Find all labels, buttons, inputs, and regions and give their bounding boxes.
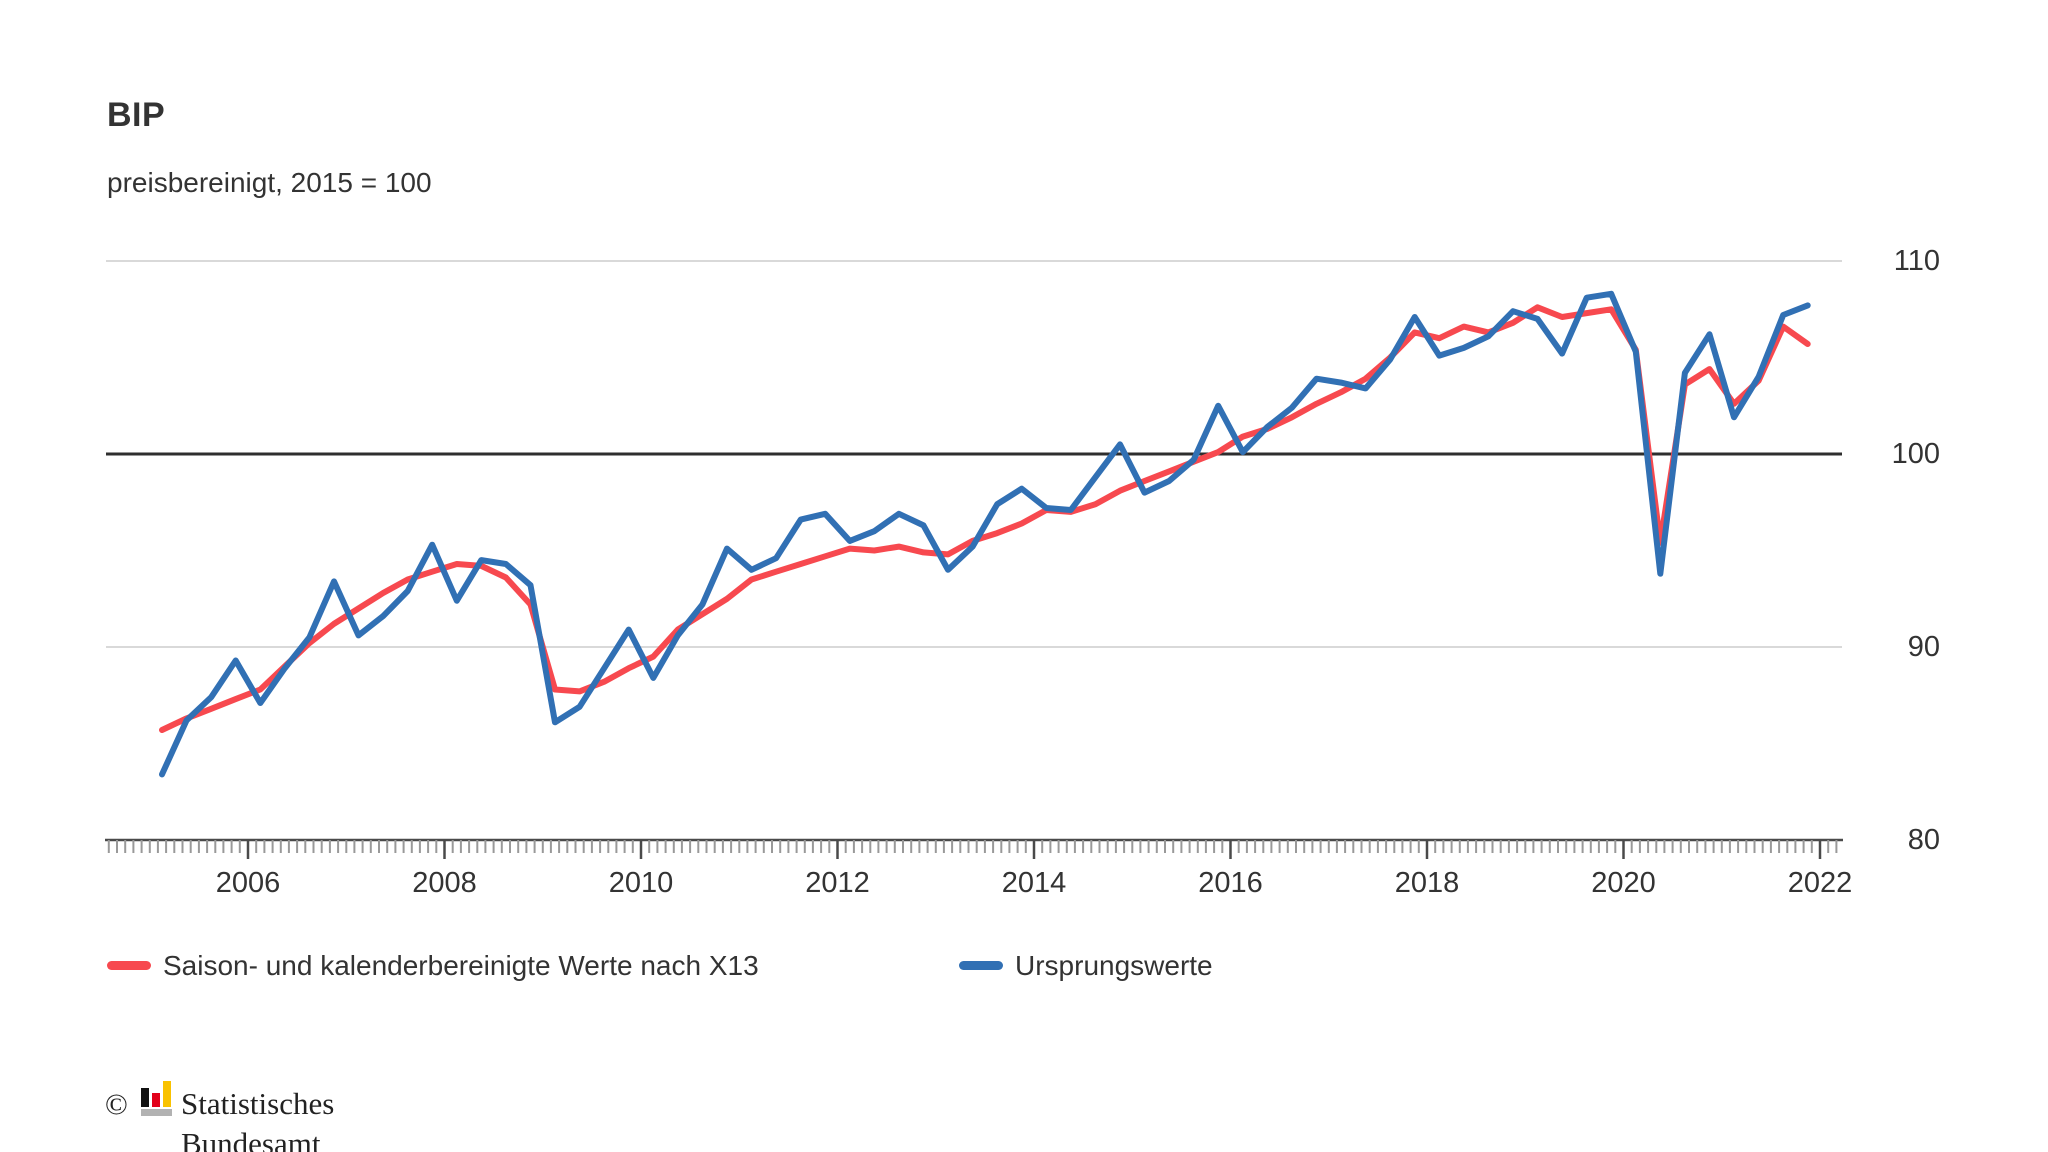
y-axis-label-110: 110	[1893, 245, 1940, 277]
page-subtitle: preisbereinigt, 2015 = 100	[107, 167, 432, 198]
x-axis-label-2018: 2018	[1394, 867, 1460, 899]
destatis-logo-icon	[139, 1080, 173, 1120]
y-axis-label-100: 100	[1891, 438, 1940, 470]
y-axis-label-80: 80	[1907, 824, 1940, 856]
copyright-symbol: ©	[105, 1088, 128, 1121]
x-axis-label-2016: 2016	[1198, 867, 1263, 899]
series-line-adjusted	[159, 304, 1811, 733]
page-title: BIP	[107, 96, 166, 134]
legend-label-original: Ursprungswerte	[1015, 950, 1213, 981]
legend-label-adjusted: Saison- und kalenderbereinigte Werte nac…	[163, 950, 759, 981]
legend-swatch-original	[959, 961, 1003, 970]
x-axis-label-2020: 2020	[1591, 867, 1656, 899]
x-axis-label-2010: 2010	[608, 867, 674, 899]
x-axis-label-2022: 2022	[1787, 867, 1853, 899]
x-axis-label-2008: 2008	[412, 867, 477, 899]
series-line-original	[159, 290, 1811, 778]
x-axis-label-2006: 2006	[215, 867, 281, 899]
x-axis-label-2014: 2014	[1001, 867, 1067, 899]
legend-swatch-adjusted	[107, 961, 151, 970]
x-axis-label-2012: 2012	[805, 867, 870, 899]
y-axis-label-90: 90	[1907, 631, 1940, 663]
source-text: Statistisches Bundesamt (Destatis), 2022	[181, 1086, 335, 1152]
